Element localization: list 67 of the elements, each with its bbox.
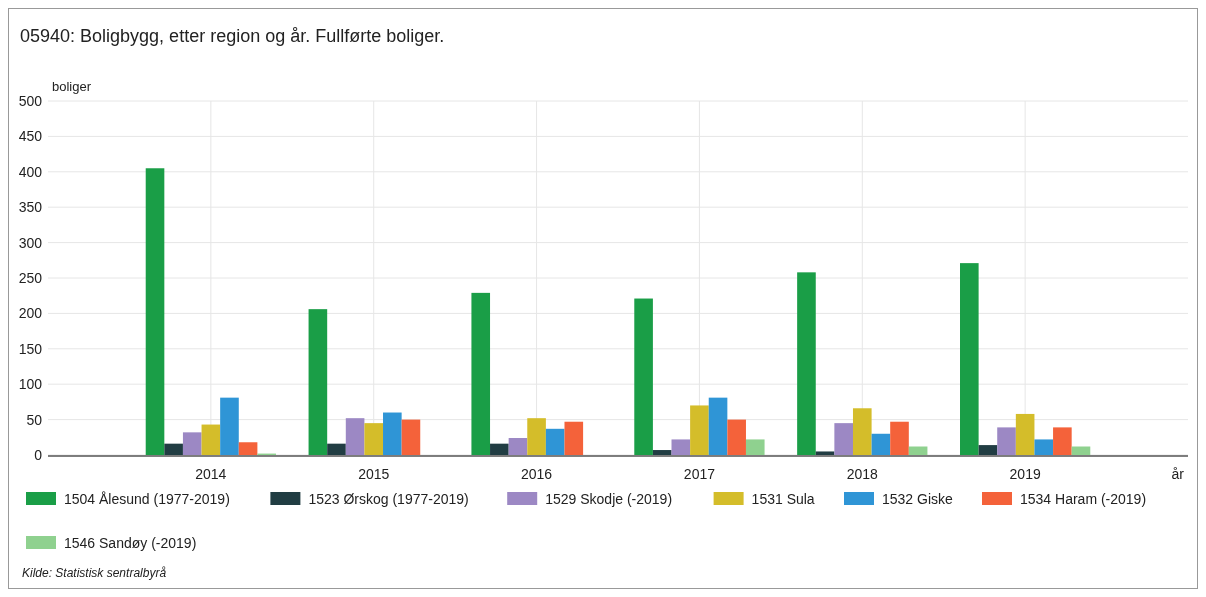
x-tick-label: 2016: [520, 466, 553, 482]
bar: [690, 405, 709, 455]
legend-label: 1546 Sandøy (-2019): [64, 534, 197, 551]
y-tick-label: 400: [18, 163, 43, 180]
y-tick-label: 500: [18, 92, 43, 109]
bar: [708, 397, 728, 455]
bar: [327, 443, 346, 455]
bar: [652, 450, 672, 455]
legend-label: 1532 Giske: [882, 490, 954, 507]
bar: [1015, 413, 1035, 455]
y-axis-title: boliger: [52, 79, 92, 94]
x-tick-label: 2015: [358, 466, 390, 482]
bar: [490, 443, 509, 455]
x-tick-label: 2017: [683, 466, 716, 482]
y-tick-label: 350: [18, 199, 43, 216]
x-tick-label: 2018: [846, 466, 879, 482]
bar: [890, 421, 909, 455]
bar: [852, 408, 872, 455]
bar: [182, 432, 202, 455]
y-tick-label: 250: [18, 269, 43, 286]
bar: [978, 445, 998, 455]
bar: [345, 418, 365, 455]
bar: [634, 298, 653, 455]
bar: [564, 421, 584, 455]
bar: [1053, 427, 1072, 455]
bar: [220, 397, 239, 455]
x-tick-label: 2019: [1009, 466, 1041, 482]
y-tick-label: 50: [26, 411, 43, 428]
bar: [1034, 439, 1054, 455]
y-tick-label: 200: [18, 305, 43, 322]
bar: [401, 419, 421, 455]
bar: [201, 424, 221, 455]
bar: [727, 419, 746, 455]
bar: [960, 263, 979, 455]
bar: [834, 423, 853, 455]
bar: [308, 309, 328, 455]
y-tick-label: 100: [18, 376, 43, 393]
bar: [745, 439, 765, 455]
bar: [383, 412, 402, 455]
bar: [471, 292, 491, 455]
x-tick-label: 2014: [195, 466, 227, 482]
bar: [671, 439, 691, 455]
bar: [797, 272, 816, 455]
x-axis-title: år: [1171, 466, 1185, 482]
bar: [815, 451, 835, 455]
text: Kilde: Statistisk sentralbyrå: [22, 566, 167, 580]
bar: [364, 423, 384, 455]
bar: [997, 427, 1016, 455]
bar: [545, 428, 565, 455]
bar: [1071, 446, 1091, 455]
bar: [908, 446, 928, 455]
y-tick-label: 0: [34, 446, 43, 463]
bar: [527, 418, 546, 455]
y-tick-label: 300: [18, 234, 43, 251]
bar: [145, 168, 165, 455]
bar: [871, 433, 891, 455]
legend-label: 1534 Haram (-2019): [1020, 490, 1147, 507]
bar: [508, 438, 528, 455]
legend-label: 1531 Sula: [751, 490, 815, 507]
bar: [238, 442, 258, 455]
bar: [164, 443, 183, 455]
y-tick-label: 150: [18, 340, 43, 357]
legend-label: 1523 Ørskog (1977-2019): [308, 490, 469, 507]
legend-label: 1504 Ålesund (1977-2019): [64, 490, 230, 507]
legend-label: 1529 Skodje (-2019): [545, 490, 673, 507]
chart-title: 05940: Boligbygg, etter region og år. Fullførte boliger.: [20, 26, 445, 46]
y-tick-label: 450: [18, 128, 43, 145]
